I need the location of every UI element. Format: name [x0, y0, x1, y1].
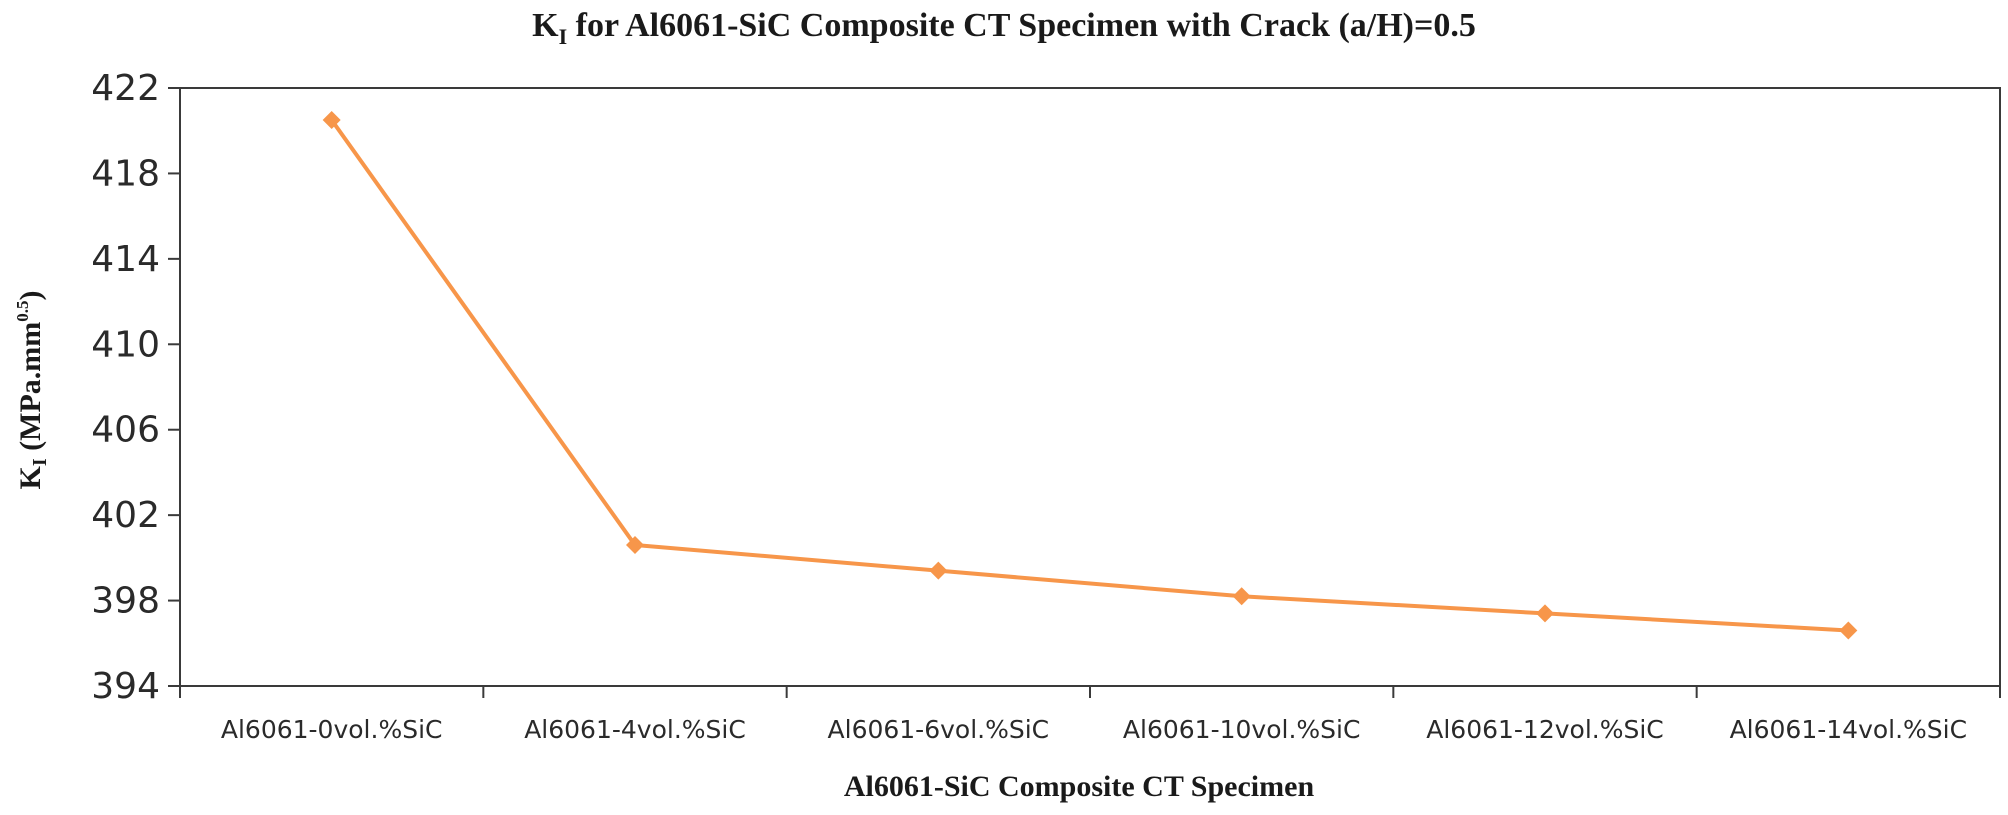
- y-tick-label: 402: [91, 495, 160, 536]
- x-tick-label: Al6061-4vol.%SiC: [524, 715, 746, 744]
- y-axis-title: KI (MPa.mm0.5): [13, 290, 51, 489]
- y-tick-label: 410: [91, 324, 160, 365]
- plot-area-frame: [179, 87, 2001, 687]
- x-axis-title: Al6061-SiC Composite CT Specimen: [844, 770, 1315, 803]
- chart-title: KI for Al6061-SiC Composite CT Specimen …: [532, 7, 1476, 49]
- data-point: [626, 536, 644, 555]
- data-point: [1839, 621, 1858, 640]
- y-tick-label: 406: [91, 410, 160, 451]
- series-layer: [322, 111, 1858, 640]
- x-tick-label: Al6061-0vol.%SiC: [221, 715, 443, 744]
- y-tick-label: 422: [91, 68, 160, 109]
- y-tick-label: 398: [91, 581, 160, 622]
- x-axis: Al6061-0vol.%SiC Al6061-4vol.%SiC Al6061-6…: [179, 686, 2001, 744]
- y-tick-label: 414: [91, 239, 160, 280]
- x-tick-label: Al6061-12vol.%SiC: [1426, 715, 1664, 744]
- data-point: [322, 111, 341, 130]
- y-axis: 394 398 402 406 410 414 418 422: [91, 68, 180, 707]
- series-line: [330, 118, 1849, 633]
- y-tick-label: 394: [91, 666, 160, 707]
- data-point: [1232, 587, 1251, 606]
- x-tick-label: Al6061-6vol.%SiC: [828, 715, 1050, 744]
- data-point: [1536, 604, 1554, 623]
- x-tick-label: Al6061-14vol.%SiC: [1730, 715, 1968, 744]
- x-tick-label: Al6061-10vol.%SiC: [1123, 715, 1361, 744]
- data-point: [929, 561, 948, 580]
- y-tick-label: 418: [91, 153, 160, 194]
